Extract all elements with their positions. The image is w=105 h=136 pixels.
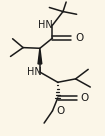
Text: HN: HN [38, 20, 52, 30]
Text: O: O [76, 33, 84, 43]
Text: HN: HN [27, 67, 42, 77]
Polygon shape [38, 48, 42, 64]
Text: O: O [81, 93, 89, 103]
Text: O: O [57, 106, 65, 116]
